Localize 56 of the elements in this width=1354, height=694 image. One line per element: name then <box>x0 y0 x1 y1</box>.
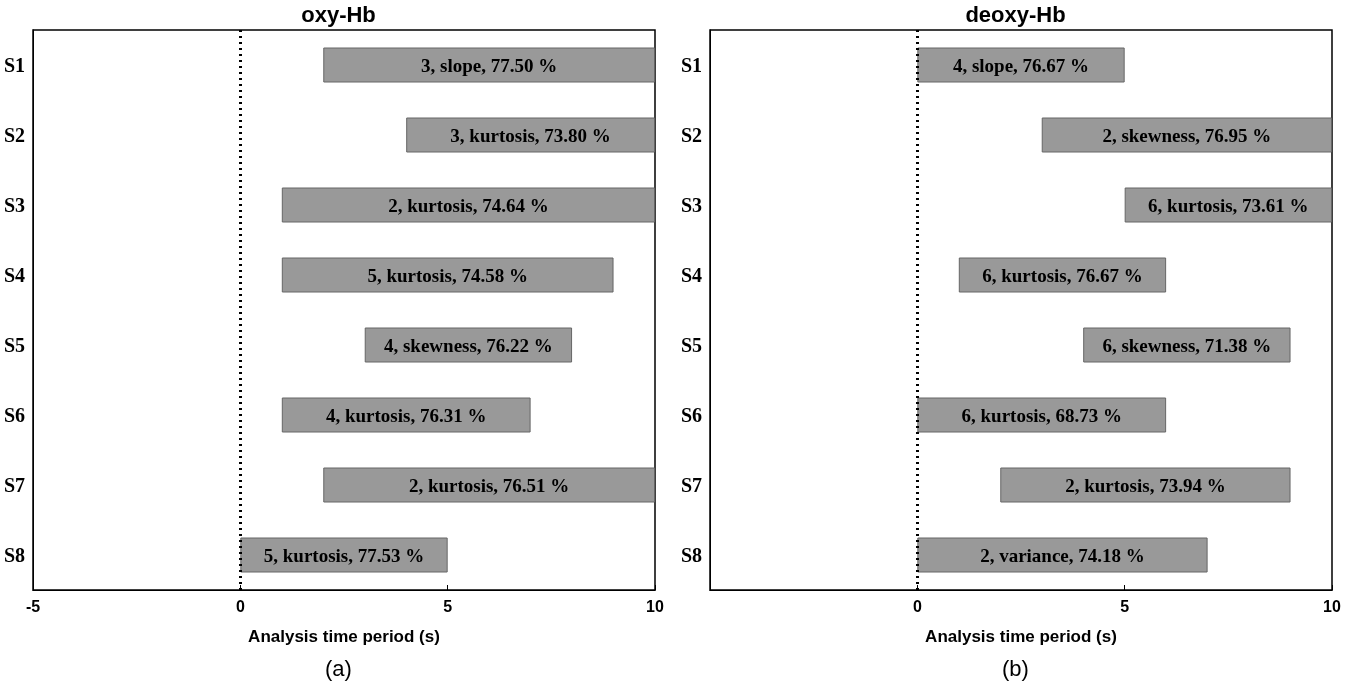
x-tick-label: 0 <box>912 597 922 615</box>
annotation: 2, kurtosis, 74.64 % <box>388 194 549 216</box>
y-tick-label: S8 <box>680 544 702 566</box>
annotation: 6, kurtosis, 68.73 % <box>961 404 1122 426</box>
x-tick-label: 5 <box>443 597 453 615</box>
annotation: 2, variance, 74.18 % <box>980 544 1145 566</box>
text: (a) <box>324 656 353 682</box>
annotation: 2, skewness, 76.95 % <box>1102 124 1272 146</box>
x-axis-title: Analysis time period (s) <box>248 627 440 646</box>
x-tick-label: -5 <box>25 597 41 615</box>
chart-title: deoxy-Hb <box>965 1 1066 27</box>
annotation: 6, kurtosis, 76.67 % <box>982 264 1143 286</box>
x-tick-label: 5 <box>1120 597 1130 615</box>
chart-title: oxy-Hb <box>301 1 376 27</box>
annotation: 2, kurtosis, 73.94 % <box>1065 474 1226 496</box>
bar <box>281 257 614 293</box>
annotation: 3, slope, 77.50 % <box>421 54 558 76</box>
bar <box>1041 117 1332 153</box>
annotation: 6, skewness, 71.38 % <box>1102 334 1272 356</box>
y-tick-label: S2 <box>680 124 702 146</box>
y-tick-label: S1 <box>680 54 702 76</box>
bar <box>281 397 531 433</box>
bar <box>917 397 1167 433</box>
x-tick-label: 10 <box>1323 597 1341 615</box>
y-tick-label: S4 <box>3 264 25 286</box>
y-tick-label: S3 <box>3 194 25 216</box>
bar <box>406 117 655 153</box>
bar <box>1000 467 1291 503</box>
y-tick-label: S5 <box>3 334 25 356</box>
bar <box>323 47 655 83</box>
annotation: 3, kurtosis, 73.80 % <box>450 124 611 146</box>
y-tick-label: S6 <box>680 404 702 426</box>
annotation: 2, kurtosis, 76.51 % <box>408 474 570 496</box>
y-tick-label: S7 <box>3 474 25 496</box>
y-tick-label: S6 <box>3 404 25 426</box>
bar <box>323 467 655 503</box>
annotation: 5, kurtosis, 77.53 % <box>263 544 425 566</box>
y-tick-label: S5 <box>680 334 702 356</box>
y-tick-label: S3 <box>680 194 702 216</box>
annotation: 5, kurtosis, 74.58 % <box>367 264 528 286</box>
y-tick-label: S2 <box>3 124 25 146</box>
bar <box>917 47 1125 83</box>
y-tick-label: S7 <box>680 474 702 496</box>
y-tick-label: S1 <box>3 54 25 76</box>
y-tick-label: S4 <box>680 264 702 286</box>
annotation: 4, kurtosis, 76.31 % <box>325 404 487 426</box>
bar <box>281 187 655 223</box>
x-tick-label: 0 <box>235 597 245 615</box>
bar <box>917 537 1208 573</box>
x-axis-title: Analysis time period (s) <box>925 627 1117 646</box>
annotation: 6, kurtosis, 73.61 % <box>1148 194 1309 216</box>
x-tick-label: 10 <box>646 597 664 615</box>
text: (b) <box>1001 656 1030 682</box>
y-tick-label: S8 <box>3 544 25 566</box>
annotation: 4, skewness, 76.22 % <box>383 334 553 356</box>
annotation: 4, slope, 76.67 % <box>952 54 1090 76</box>
